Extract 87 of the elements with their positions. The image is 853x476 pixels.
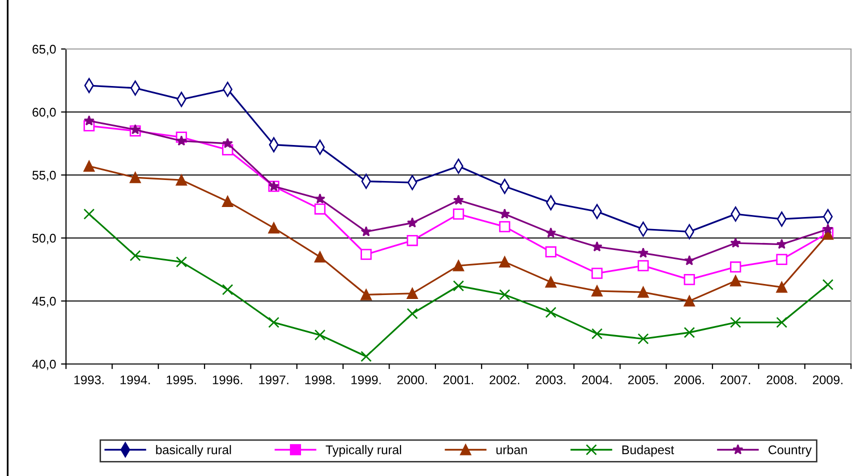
point: [776, 316, 788, 328]
point: [222, 284, 234, 296]
x-tick-label: 2002.: [490, 375, 520, 384]
point: [776, 238, 788, 249]
point: [545, 306, 556, 318]
point: [591, 268, 603, 279]
point: [776, 254, 788, 265]
x-tick-label: 1998.: [305, 375, 334, 384]
y-tick-label: 65,0: [32, 44, 56, 56]
legend-label: urban: [496, 445, 527, 454]
point: [268, 222, 280, 234]
point: [822, 279, 834, 290]
x-tick-label: 2009.: [812, 375, 842, 384]
point: [822, 224, 834, 234]
point: [591, 328, 603, 340]
point: [406, 308, 418, 320]
point: [684, 255, 695, 266]
x-tick-label: 1993.: [74, 375, 104, 384]
x-tick-label: 2001.: [443, 375, 473, 384]
point: [360, 350, 372, 362]
point: [84, 115, 94, 126]
x-tick-label: 2007.: [720, 375, 750, 384]
point: [499, 221, 510, 232]
point: [545, 246, 556, 258]
point: [314, 251, 326, 262]
point: [406, 234, 418, 246]
x-tick-label: 1997.: [259, 375, 288, 384]
y-tick-label: 60,0: [32, 108, 56, 118]
x-tick-label: 1994.: [120, 375, 150, 384]
y-tick-label: 45,0: [32, 296, 56, 308]
point: [499, 289, 510, 300]
point: [591, 285, 603, 296]
point: [730, 275, 742, 286]
point: [222, 196, 234, 208]
legend-label: Country: [768, 445, 812, 457]
point: [499, 208, 510, 219]
y-tick-label: 50,0: [32, 234, 56, 244]
point: [176, 135, 187, 146]
x-tick-label: 1995.: [166, 375, 196, 384]
point: [360, 226, 372, 236]
point: [776, 282, 788, 293]
point: [452, 280, 464, 292]
point: [407, 217, 418, 228]
point: [176, 174, 187, 186]
y-tick-label: 40,0: [32, 360, 56, 370]
point: [453, 194, 464, 205]
point: [730, 261, 742, 273]
x-tick-label: 2004.: [582, 375, 612, 384]
point: [314, 203, 326, 215]
x-tick-label: 2000.: [397, 375, 427, 384]
x-tick-label: 2006.: [674, 375, 704, 384]
x-tick-label: 2003.: [536, 375, 566, 384]
point: [684, 326, 695, 338]
point: [730, 316, 742, 328]
x-tick-label: 2005.: [628, 375, 658, 384]
point: [84, 160, 95, 172]
point: [360, 248, 372, 260]
point: [360, 289, 372, 300]
point: [268, 316, 280, 328]
point: [314, 329, 326, 341]
point: [452, 208, 464, 220]
legend-label: Typically rural: [326, 445, 402, 457]
point: [638, 333, 649, 344]
point: [545, 276, 556, 288]
point: [406, 288, 418, 299]
legend-label: Budapest: [622, 445, 674, 457]
point: [222, 138, 233, 148]
point: [130, 250, 141, 262]
point: [452, 260, 464, 272]
point: [130, 172, 141, 184]
point: [546, 227, 556, 238]
point: [592, 241, 602, 252]
point: [684, 274, 695, 286]
point: [499, 256, 510, 268]
point: [684, 295, 695, 307]
point: [84, 208, 95, 220]
legend-label: basically rural: [156, 445, 231, 457]
point: [638, 286, 649, 298]
x-tick-label: 2008.: [766, 375, 796, 384]
point: [176, 256, 187, 268]
x-tick-label: 1996.: [212, 375, 242, 384]
point: [638, 260, 649, 272]
point: [730, 237, 741, 248]
point: [314, 193, 326, 204]
y-tick-label: 55,0: [32, 170, 56, 182]
point: [638, 248, 649, 258]
x-tick-label: 1999.: [351, 375, 381, 384]
